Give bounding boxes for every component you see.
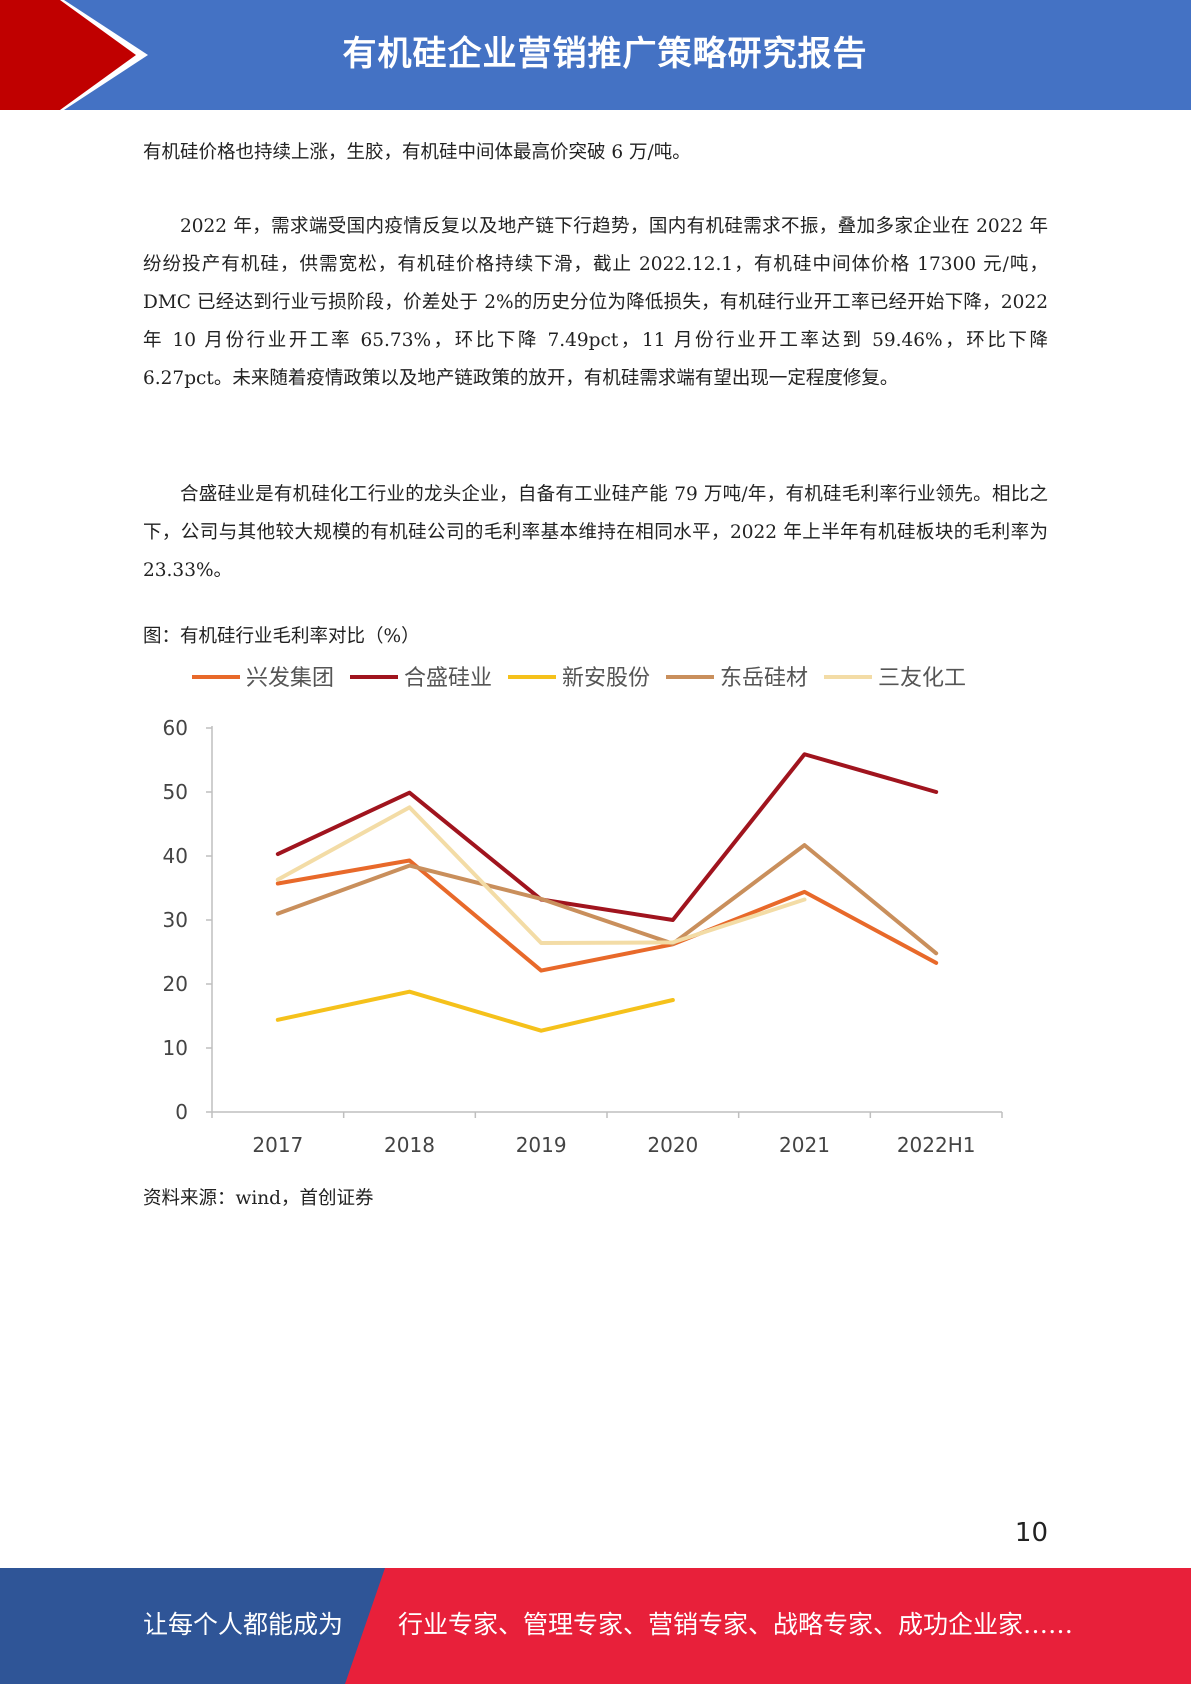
x-tick-label-4: 2021 — [779, 1133, 830, 1157]
paragraph-2: 2022 年，需求端受国内疫情反复以及地产链下行趋势，国内有机硅需求不振，叠加多… — [143, 216, 1048, 389]
y-tick-label-6: 60 — [163, 716, 188, 740]
legend-label-1: 合盛硅业 — [404, 666, 492, 691]
y-tick-label-3: 30 — [163, 908, 188, 932]
x-tick-label-1: 2018 — [384, 1133, 435, 1157]
page-header: 有机硅企业营销推广策略研究报告 — [0, 0, 1191, 110]
x-tick-label-0: 2017 — [252, 1133, 303, 1157]
series-line-3 — [275, 843, 939, 956]
x-tick-label-2: 2019 — [516, 1133, 567, 1157]
x-tick-label-3: 2020 — [647, 1133, 698, 1157]
figure-caption: 图：有机硅行业毛利率对比（%） — [143, 626, 420, 647]
legend-label-3: 东岳硅材 — [720, 666, 808, 691]
footer-background — [0, 1568, 1191, 1684]
figure-source: 资料来源：wind，首创证券 — [143, 1188, 374, 1209]
page-number: 10 — [1014, 1518, 1048, 1548]
legend-label-0: 兴发集团 — [246, 666, 334, 691]
line-chart-svg: 兴发集团 合盛硅业 新安股份 东岳硅材 三友化工 0 10 20 30 40 50 60 2017 201… — [163, 666, 1003, 1157]
legend-label-2: 新安股份 — [562, 666, 650, 691]
x-tick-label-5: 2022H1 — [897, 1133, 976, 1157]
page-footer: 让每个人都能成为 行业专家、管理专家、营销专家、战略专家、成功企业家…… — [0, 1568, 1191, 1684]
series-line-1 — [275, 752, 939, 922]
y-tick-label-2: 20 — [163, 972, 188, 996]
y-tick-label-0: 0 — [175, 1100, 188, 1124]
paragraph-1: 有机硅价格也持续上涨，生胶，有机硅中间体最高价突破 6 万/吨。 — [143, 142, 691, 163]
margin-chart: 兴发集团 合盛硅业 新安股份 东岳硅材 三友化工 0 10 20 30 40 50 60 2017 201… — [140, 656, 1020, 1176]
y-tick-label-1: 10 — [163, 1036, 188, 1060]
y-tick-label-5: 50 — [163, 780, 188, 804]
footer-slogan-right: 行业专家、管理专家、营销专家、战略专家、成功企业家…… — [398, 1610, 1074, 1639]
series-line-4 — [275, 805, 807, 946]
report-title: 有机硅企业营销推广策略研究报告 — [342, 34, 868, 74]
chevron-arrow-icon — [0, 0, 148, 110]
legend-label-4: 三友化工 — [878, 666, 966, 691]
paragraph-3: 合盛硅业是有机硅化工行业的龙头企业，自备有工业硅产能 79 万吨/年，有机硅毛利… — [143, 484, 1048, 581]
series-line-2 — [275, 989, 675, 1033]
series-line-0 — [275, 858, 939, 973]
footer-slogan-left: 让每个人都能成为 — [143, 1610, 344, 1639]
y-tick-label-4: 40 — [163, 844, 188, 868]
